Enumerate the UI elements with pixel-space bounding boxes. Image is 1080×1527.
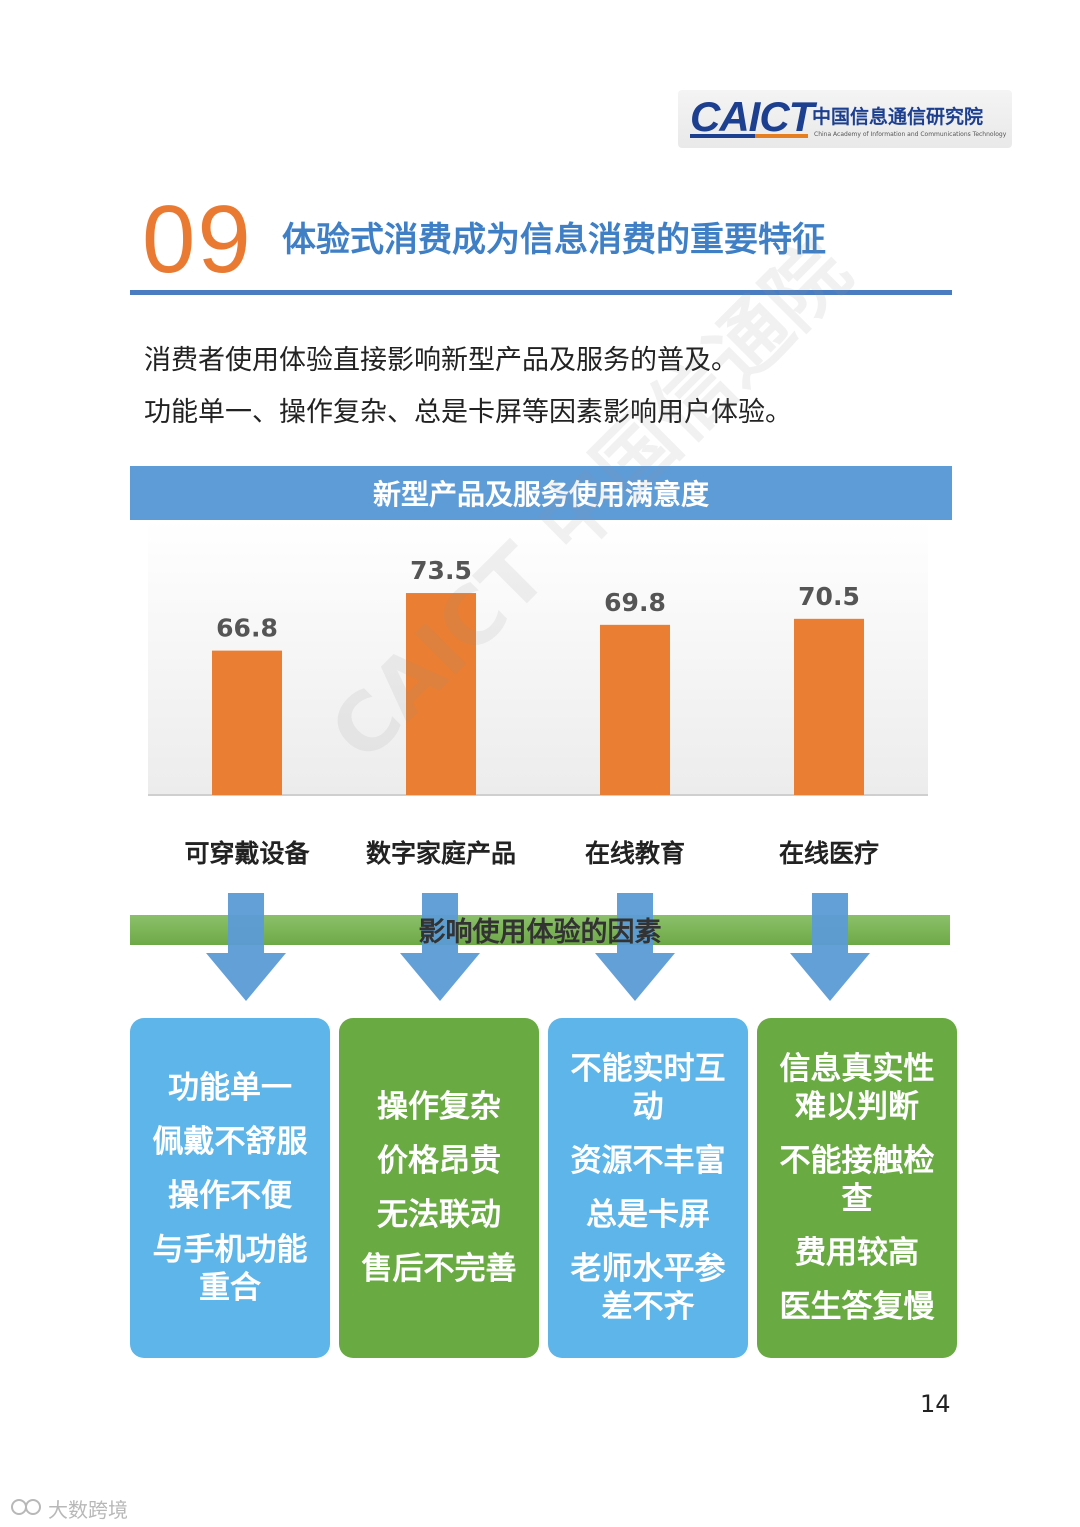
factor-item: 佩戴不舒服 xyxy=(152,1124,308,1160)
intro-line-2: 功能单一、操作复杂、总是卡屏等因素影响用户体验。 xyxy=(144,397,792,428)
intro-line-1: 消费者使用体验直接影响新型产品及服务的普及。 xyxy=(144,345,738,376)
caict-logo: CAICT 中国信息通信研究院 China Academy of Informa… xyxy=(678,90,1012,148)
category-label-wearables: 可穿戴设备 xyxy=(184,839,310,868)
bar-3 xyxy=(600,624,670,795)
section-title: 体验式消费成为信息消费的重要特征 xyxy=(282,220,826,260)
logo-mark: CAICT xyxy=(690,93,814,140)
factor-item: 老师水平参差不齐 xyxy=(570,1251,726,1325)
page-number: 14 xyxy=(920,1390,951,1418)
data-label-2: 73.5 xyxy=(410,556,472,585)
category-label-digital-home: 数字家庭产品 xyxy=(365,839,516,868)
category-label-online-medical: 在线医疗 xyxy=(778,839,879,868)
factor-item: 无法联动 xyxy=(377,1197,501,1233)
factor-item: 价格昂贵 xyxy=(377,1143,501,1179)
bar-group: 66.8 73.5 69.8 70.5 xyxy=(212,556,864,795)
bar-chart-svg: 66.8 73.5 69.8 70.5 xyxy=(148,520,928,796)
factor-item: 不能接触检查 xyxy=(779,1143,935,1217)
down-arrow-icon xyxy=(790,893,870,1001)
factor-item: 费用较高 xyxy=(795,1235,919,1271)
factors-title: 影响使用体验的因素 xyxy=(418,917,662,948)
factor-item: 功能单一 xyxy=(168,1070,292,1106)
data-label-3: 69.8 xyxy=(604,588,666,617)
section-number: 09 xyxy=(142,186,253,293)
section-divider xyxy=(130,290,952,295)
down-arrow-icon xyxy=(206,893,286,1001)
factor-item: 医生答复慢 xyxy=(779,1289,935,1325)
factor-item: 总是卡屏 xyxy=(586,1197,710,1233)
chart-title: 新型产品及服务使用满意度 xyxy=(130,466,952,520)
factor-item: 操作不便 xyxy=(168,1178,292,1214)
logo-chinese-name: 中国信息通信研究院 xyxy=(812,106,984,128)
watermark-logo-icon xyxy=(10,1497,44,1522)
factor-box-wearables: 功能单一 佩戴不舒服 操作不便 与手机功能重合 xyxy=(130,1018,330,1358)
logo-underline xyxy=(690,134,808,138)
factor-box-digital-home: 操作复杂 价格昂贵 无法联动 售后不完善 xyxy=(339,1018,539,1358)
factor-item: 资源不丰富 xyxy=(570,1143,726,1179)
bar-chart: 66.8 73.5 69.8 70.5 xyxy=(148,520,928,804)
factor-item: 售后不完善 xyxy=(361,1251,517,1287)
factor-item: 操作复杂 xyxy=(377,1089,501,1125)
factor-box-online-medical: 信息真实性难以判断 不能接触检查 费用较高 医生答复慢 xyxy=(757,1018,957,1358)
down-arrow-icon xyxy=(595,893,675,1001)
factor-item: 不能实时互动 xyxy=(570,1051,726,1125)
factor-item: 信息真实性难以判断 xyxy=(779,1051,935,1125)
data-label-1: 66.8 xyxy=(216,614,278,643)
factor-box-online-education: 不能实时互动 资源不丰富 总是卡屏 老师水平参差不齐 xyxy=(548,1018,748,1358)
factor-item: 与手机功能重合 xyxy=(152,1232,308,1306)
bar-1 xyxy=(212,650,282,795)
bar-4 xyxy=(794,618,864,795)
logo-english-name: China Academy of Information and Communi… xyxy=(814,131,1007,138)
data-label-4: 70.5 xyxy=(798,582,860,611)
category-label-online-education: 在线教育 xyxy=(584,839,685,868)
source-watermark: 大数跨境 xyxy=(10,1494,128,1523)
watermark-text: 大数跨境 xyxy=(48,1498,128,1522)
bar-2 xyxy=(406,593,476,795)
down-arrow-icon xyxy=(400,893,480,1001)
